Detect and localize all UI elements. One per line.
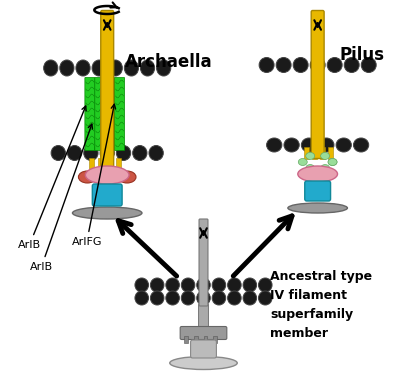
Ellipse shape [156,60,171,76]
Ellipse shape [276,58,291,73]
FancyBboxPatch shape [115,78,124,151]
Bar [214,336,217,343]
Ellipse shape [344,58,359,73]
Ellipse shape [108,60,122,76]
Ellipse shape [118,171,136,183]
Ellipse shape [150,291,164,305]
Bar [320,147,325,159]
Bar [184,336,188,343]
Ellipse shape [212,278,226,292]
FancyBboxPatch shape [190,340,216,358]
Ellipse shape [44,60,58,76]
Text: ArIB: ArIB [18,106,86,250]
Bar [194,336,198,343]
FancyBboxPatch shape [101,10,114,169]
Ellipse shape [258,278,272,292]
Ellipse shape [100,146,114,161]
Bar [312,147,317,159]
Ellipse shape [228,291,241,305]
Ellipse shape [298,166,338,182]
Ellipse shape [166,278,180,292]
Ellipse shape [92,60,106,76]
Ellipse shape [140,60,155,76]
Text: ArIB: ArIB [30,124,92,272]
Ellipse shape [78,171,96,183]
FancyBboxPatch shape [199,219,208,306]
Ellipse shape [321,152,330,159]
Ellipse shape [266,138,282,152]
Ellipse shape [181,291,195,305]
Bar [304,147,309,159]
Ellipse shape [306,152,315,159]
Ellipse shape [166,291,180,305]
Ellipse shape [135,278,148,292]
Ellipse shape [243,291,257,305]
Ellipse shape [149,146,163,161]
Ellipse shape [197,278,210,292]
Bar [107,158,112,172]
Ellipse shape [181,278,195,292]
Ellipse shape [228,278,241,292]
Ellipse shape [60,60,74,76]
Ellipse shape [361,58,376,73]
FancyBboxPatch shape [305,181,330,201]
Text: Pilus: Pilus [340,46,385,64]
Bar [116,158,121,172]
Text: Archaella: Archaella [125,53,212,71]
Ellipse shape [310,58,325,73]
Bar [89,158,94,172]
Ellipse shape [319,138,334,152]
Ellipse shape [258,291,272,305]
FancyBboxPatch shape [105,78,115,151]
Ellipse shape [197,291,210,305]
Ellipse shape [293,58,308,73]
FancyBboxPatch shape [95,78,105,151]
Ellipse shape [170,356,237,369]
Ellipse shape [68,146,82,161]
FancyBboxPatch shape [92,184,122,206]
Ellipse shape [328,159,337,166]
FancyBboxPatch shape [180,326,227,339]
Ellipse shape [306,165,315,172]
Ellipse shape [354,138,369,152]
Ellipse shape [72,207,142,219]
Ellipse shape [133,146,147,161]
Ellipse shape [51,146,66,161]
FancyBboxPatch shape [198,304,208,331]
Bar [204,336,208,343]
Ellipse shape [327,58,342,73]
Ellipse shape [116,146,131,161]
Ellipse shape [298,159,307,166]
Ellipse shape [288,203,348,213]
Ellipse shape [336,138,351,152]
Bar [328,147,332,159]
Text: Ancestral type
IV filament
superfamily
member: Ancestral type IV filament superfamily m… [270,270,372,340]
Ellipse shape [243,278,257,292]
Ellipse shape [328,159,337,166]
Text: ArIFG: ArIFG [72,104,116,247]
Ellipse shape [76,60,90,76]
Ellipse shape [284,138,299,152]
Ellipse shape [84,146,98,161]
Bar [98,158,103,172]
FancyBboxPatch shape [85,78,95,151]
Ellipse shape [321,165,330,172]
Ellipse shape [212,291,226,305]
Ellipse shape [301,138,317,152]
Ellipse shape [135,291,148,305]
Ellipse shape [124,60,138,76]
FancyBboxPatch shape [311,10,324,159]
Ellipse shape [259,58,274,73]
Ellipse shape [85,166,129,184]
Ellipse shape [150,278,164,292]
